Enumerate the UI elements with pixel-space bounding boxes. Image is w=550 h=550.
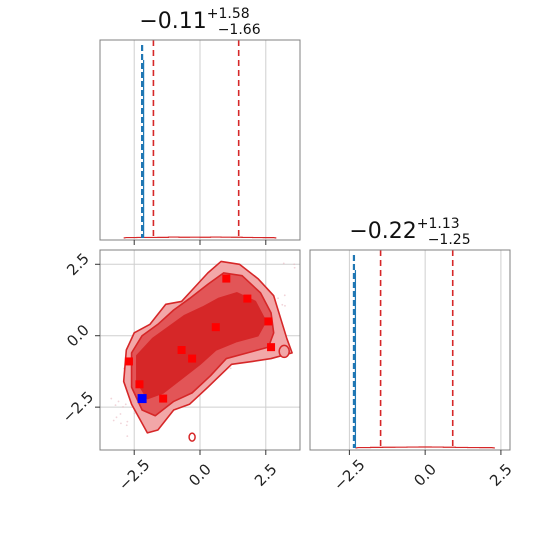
- contour-island: [188, 432, 196, 442]
- sample-dot: [110, 397, 113, 400]
- sample-marker: [211, 323, 220, 332]
- x-tick-label: 0.0: [410, 460, 440, 490]
- sample-dot: [115, 416, 118, 419]
- sample-dot: [126, 420, 129, 423]
- sample-dot: [125, 424, 128, 427]
- joint-panel: −2.5 0.0 2.5 −2.5 0.0 2.5: [59, 249, 301, 494]
- sample-dot: [122, 405, 124, 408]
- sample-dot: [293, 266, 296, 269]
- sample-dot: [120, 422, 122, 425]
- x-tick-label: 2.5: [486, 460, 516, 490]
- sample-marker: [135, 380, 144, 389]
- sample-dot: [112, 419, 115, 422]
- y-tick-label: 0.0: [63, 321, 93, 351]
- sample-marker: [177, 346, 186, 354]
- sample-dot: [293, 263, 296, 266]
- sample-dot: [282, 262, 285, 265]
- contour-inner: [136, 292, 267, 400]
- sample-marker: [222, 274, 231, 283]
- sample-dot: [229, 367, 232, 370]
- truth-marker: [137, 394, 147, 404]
- title-upper-error: +1.58: [207, 6, 250, 22]
- y-tick-label: 2.5: [63, 249, 93, 279]
- x-tick-label: −2.5: [115, 456, 153, 494]
- sample-marker: [124, 357, 133, 366]
- sample-dot: [114, 404, 117, 407]
- title-lower-error: −1.25: [428, 232, 471, 248]
- sample-dot: [284, 304, 286, 307]
- marginal-panel-y: −2.5 0.0 2.5 −0.22+1.13 −1.25: [309, 216, 516, 494]
- sample-marker: [159, 394, 168, 403]
- title-median: −0.22: [349, 219, 416, 244]
- sample-dot: [281, 303, 284, 306]
- x-tick-label: −2.5: [330, 456, 368, 494]
- posterior-histogram: [355, 446, 495, 449]
- sample-dot: [126, 435, 129, 438]
- sample-dot: [119, 413, 122, 415]
- sample-marker: [264, 317, 273, 326]
- panel-title: −0.22+1.13 −1.25: [349, 216, 470, 248]
- x-tick-label: 2.5: [251, 460, 281, 490]
- sample-marker: [243, 294, 252, 303]
- panel-title: −0.11+1.58 −1.66: [139, 6, 260, 38]
- title-upper-error: +1.13: [417, 216, 460, 232]
- title-lower-error: −1.66: [218, 22, 261, 38]
- x-tick-label: 0.0: [185, 460, 215, 490]
- sample-dot: [133, 412, 136, 415]
- sample-dot: [124, 403, 127, 406]
- sample-marker: [267, 343, 276, 352]
- sample-marker: [188, 354, 197, 363]
- y-tick-label: −2.5: [59, 388, 97, 426]
- sample-dot: [117, 400, 120, 403]
- contour-island: [278, 344, 290, 359]
- marginal-panel-x: −0.11+1.58 −1.66: [99, 6, 301, 245]
- plot-frame: [309, 249, 511, 451]
- sample-dot: [283, 294, 286, 297]
- sample-dot: [277, 297, 279, 300]
- plot-area: [310, 250, 510, 450]
- title-median: −0.11: [139, 9, 206, 34]
- posterior-histogram: [123, 236, 277, 239]
